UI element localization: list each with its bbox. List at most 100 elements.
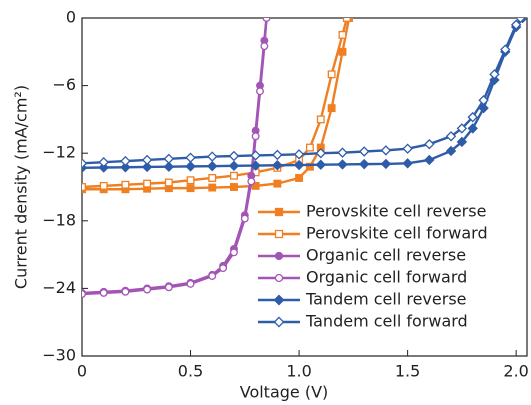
marker (185, 152, 196, 163)
marker (380, 158, 392, 170)
marker (305, 143, 314, 152)
legend-label: Perovskite cell reverse (306, 202, 486, 221)
marker (424, 138, 435, 150)
marker (456, 123, 468, 134)
marker (164, 178, 173, 187)
marker (120, 155, 131, 167)
marker (121, 180, 130, 189)
marker (456, 136, 468, 148)
marker (120, 162, 131, 173)
legend-marker (274, 229, 284, 239)
series-line (82, 18, 348, 189)
marker (228, 150, 240, 162)
marker (467, 123, 478, 134)
y-tick-label: −6 (52, 75, 76, 94)
series-line (82, 18, 524, 170)
y-tick-label: −24 (42, 278, 76, 297)
marker (207, 151, 218, 162)
marker (293, 149, 305, 160)
marker (207, 160, 218, 172)
marker (99, 288, 108, 297)
marker (240, 214, 249, 223)
legend-marker (273, 316, 285, 328)
marker (445, 131, 457, 142)
marker (228, 160, 240, 172)
marker (358, 158, 370, 170)
marker (515, 18, 526, 24)
marker (500, 44, 511, 55)
marker (510, 19, 522, 30)
series-line (82, 18, 522, 165)
legend-label: Tandem cell reverse (305, 290, 467, 309)
x-tick-label: 2.0 (503, 362, 528, 381)
x-axis-label: Voltage (V) (240, 383, 329, 402)
marker (186, 184, 195, 193)
legend-label: Tandem cell forward (305, 312, 468, 331)
marker (208, 174, 217, 182)
marker (163, 161, 175, 172)
marker (143, 179, 152, 188)
legend-marker (273, 294, 285, 306)
marker (251, 132, 260, 141)
marker (208, 183, 217, 192)
marker (337, 159, 348, 170)
x-tick-label: 1.0 (286, 362, 311, 381)
marker (99, 181, 108, 190)
marker (143, 285, 152, 294)
series (82, 18, 351, 191)
marker (230, 183, 238, 191)
marker (295, 174, 304, 182)
marker (82, 290, 86, 298)
marker (293, 159, 305, 171)
marker (98, 157, 109, 168)
marker (260, 42, 269, 51)
marker (186, 279, 195, 288)
x-tick-label: 0 (77, 362, 87, 381)
marker (342, 18, 351, 22)
marker (186, 176, 195, 185)
marker (338, 30, 347, 39)
marker (424, 154, 435, 166)
marker (164, 283, 173, 292)
marker (250, 150, 261, 161)
marker (82, 158, 88, 169)
marker (327, 104, 336, 113)
legend-marker (274, 207, 284, 217)
legend-label: Organic cell reverse (306, 246, 466, 265)
marker (141, 161, 153, 173)
marker (402, 158, 413, 169)
marker (230, 171, 238, 180)
marker (256, 87, 264, 96)
marker (141, 154, 153, 166)
marker (315, 159, 326, 170)
marker (247, 177, 256, 186)
legend-label: Organic cell forward (306, 268, 467, 287)
marker (358, 146, 370, 157)
series (82, 18, 526, 169)
marker (380, 145, 392, 156)
marker (273, 179, 282, 188)
y-tick-label: −30 (42, 346, 76, 365)
series (82, 18, 527, 174)
series-line (82, 18, 351, 191)
marker (305, 162, 314, 171)
y-tick-label: −12 (42, 143, 76, 162)
marker (208, 272, 217, 280)
marker (82, 183, 86, 191)
marker (402, 143, 413, 154)
y-axis-label: Current density (mA/cm²) (12, 85, 31, 289)
marker (272, 160, 283, 171)
x-tick-label: 0.5 (178, 362, 203, 381)
marker (219, 264, 228, 273)
marker (251, 181, 260, 190)
series (82, 18, 271, 298)
marker (98, 162, 109, 173)
x-tick-label: 1.5 (395, 362, 420, 381)
marker (316, 115, 325, 124)
marker (272, 149, 283, 161)
y-tick-label: 0 (66, 8, 76, 27)
marker (185, 161, 196, 172)
marker (338, 47, 347, 56)
marker (121, 287, 130, 296)
